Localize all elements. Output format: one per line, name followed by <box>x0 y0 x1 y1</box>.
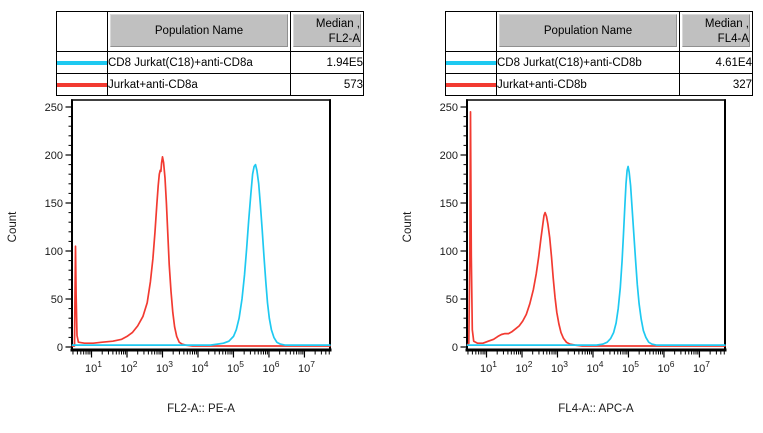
x-axis-tick-label: 107 <box>693 359 710 375</box>
histogram-curve <box>466 165 726 346</box>
series-swatch-red <box>57 82 107 87</box>
median-value-cell: 4.61E4 <box>679 51 753 74</box>
histogram-curve <box>466 110 726 347</box>
population-name-cell: Jurkat+anti-CD8b <box>496 73 680 96</box>
y-axis-title: Count <box>402 211 414 242</box>
y-axis-tick-label: 200 <box>440 150 458 162</box>
column-header-population-name: Population Name <box>496 11 680 52</box>
y-axis-tick-label: 100 <box>45 246 63 258</box>
histogram-fl4[interactable]: 101 102 103 104 105 106 107 0 50 100 150 200 250 FL4-… <box>395 95 763 433</box>
panel-fl2: Population Name Median , FL2-A CD8 Jurka… <box>0 11 395 433</box>
legend-row-cd8-jurkat[interactable]: CD8 Jurkat(C18)+anti-CD8b 4.61E4 <box>445 51 753 74</box>
population-name-cell: CD8 Jurkat(C18)+anti-CD8a <box>107 51 291 74</box>
series-swatch-cell <box>445 73 497 96</box>
median-header-line2: FL2-A <box>328 33 360 45</box>
y-axis-tick-label: 250 <box>440 102 458 114</box>
legend-header-swatch-cell <box>445 11 497 52</box>
y-axis-tick-label: 100 <box>440 246 458 258</box>
median-header-line2: FL4-A <box>717 33 749 45</box>
median-header-line1: Median , <box>704 18 749 30</box>
legend-header-row: Population Name Median , FL4-A <box>445 11 753 52</box>
legend-table-fl4[interactable]: Population Name Median , FL4-A CD8 Jurka… <box>445 11 753 96</box>
x-axis-tick-label: 104 <box>586 359 603 375</box>
population-name-header-label: Population Name <box>543 24 633 37</box>
y-axis-title: Count <box>7 211 19 242</box>
x-axis-tick-label: 103 <box>156 359 173 375</box>
histogram-curve <box>71 163 331 346</box>
median-value-cell: 1.94E5 <box>290 51 364 74</box>
y-axis-tick-label: 50 <box>446 294 458 306</box>
y-axis-tick-label: 150 <box>45 198 63 210</box>
histogram-fl2[interactable]: 101 102 103 104 105 106 107 0 50 100 150 200 250 FL2-… <box>0 95 395 433</box>
y-axis-tick-label: 250 <box>45 102 63 114</box>
histogram-curve <box>71 156 331 347</box>
legend-row-jurkat[interactable]: Jurkat+anti-CD8a 573 <box>56 73 364 96</box>
x-axis-tick-label: 104 <box>191 359 208 375</box>
column-header-population-name: Population Name <box>107 11 291 52</box>
legend-row-cd8-jurkat[interactable]: CD8 Jurkat(C18)+anti-CD8a 1.94E5 <box>56 51 364 74</box>
y-axis-tick-label: 200 <box>45 150 63 162</box>
series-swatch-cell <box>56 51 108 74</box>
x-axis-tick-label: 102 <box>121 359 138 375</box>
population-name-cell: Jurkat+anti-CD8a <box>107 73 291 96</box>
series-swatch-cell <box>445 51 497 74</box>
y-axis-tick-label: 0 <box>452 342 458 354</box>
median-value-cell: 327 <box>679 73 753 96</box>
series-swatch-cyan <box>446 60 496 65</box>
x-axis-tick-label: 101 <box>85 359 102 375</box>
x-axis-title: FL4-A:: APC-A <box>558 403 634 415</box>
legend-header-row: Population Name Median , FL2-A <box>56 11 364 52</box>
x-axis-tick-label: 106 <box>262 359 279 375</box>
series-swatch-cell <box>56 73 108 96</box>
median-header-line1: Median , <box>315 18 360 30</box>
legend-header-swatch-cell <box>56 11 108 52</box>
series-swatch-cyan <box>57 60 107 65</box>
column-header-median: Median , FL2-A <box>290 11 364 52</box>
population-name-header-label: Population Name <box>154 24 244 37</box>
y-axis-tick-label: 0 <box>57 342 63 354</box>
y-axis-tick-label: 50 <box>51 294 63 306</box>
x-axis-title: FL2-A:: PE-A <box>167 403 235 415</box>
population-name-cell: CD8 Jurkat(C18)+anti-CD8b <box>496 51 680 74</box>
x-axis-tick-label: 106 <box>657 359 674 375</box>
x-axis-tick-label: 105 <box>622 359 639 375</box>
panel-fl4: Population Name Median , FL4-A CD8 Jurka… <box>395 0 763 433</box>
column-header-median: Median , FL4-A <box>679 11 753 52</box>
legend-row-jurkat[interactable]: Jurkat+anti-CD8b 327 <box>445 73 753 96</box>
x-axis-tick-label: 107 <box>298 359 315 375</box>
x-axis-tick-label: 105 <box>227 359 244 375</box>
y-axis-tick-label: 150 <box>440 198 458 210</box>
series-swatch-red <box>446 82 496 87</box>
median-value-cell: 573 <box>290 73 364 96</box>
x-axis-tick-label: 101 <box>480 359 497 375</box>
legend-table-fl2[interactable]: Population Name Median , FL2-A CD8 Jurka… <box>56 11 364 96</box>
x-axis-tick-label: 103 <box>551 359 568 375</box>
x-axis-tick-label: 102 <box>516 359 533 375</box>
